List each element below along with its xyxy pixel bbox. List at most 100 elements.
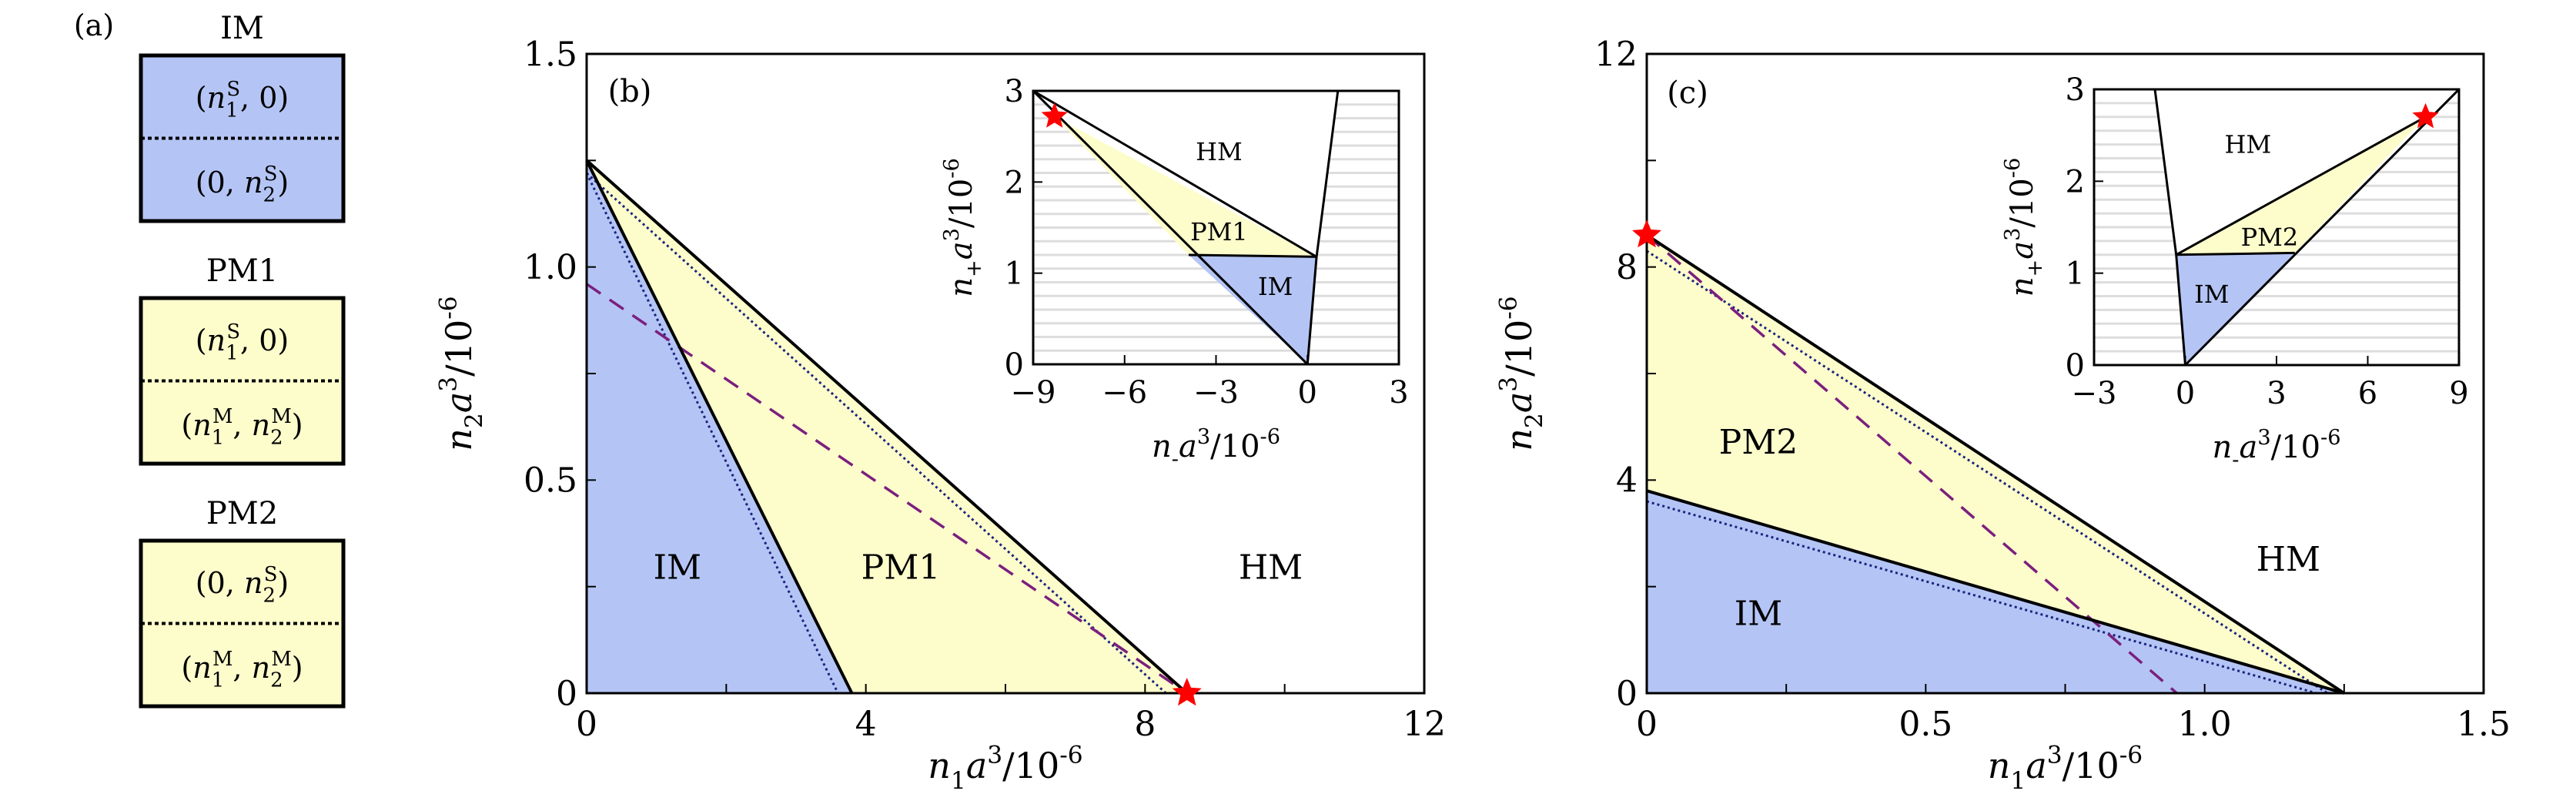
text-run [249,323,259,357]
state-bottom-label: (0, n2S) [196,163,289,206]
text-run: n [244,566,263,600]
x-tick-label: 0 [1636,705,1658,744]
x-axis-label: n-a3/10-6 [2213,426,2341,472]
region-label-pm2: PM2 [1719,423,1798,462]
x-tick-label: 12 [1403,705,1446,744]
critical-point-star [1041,102,1068,128]
x-tick-label: 1.5 [2457,705,2511,744]
text-run: M [212,648,233,671]
panel-label: (c) [1667,75,1708,111]
y-tick-label: 3 [2066,72,2085,108]
region-label-im: IM [1258,272,1293,301]
text-run: , [233,408,242,442]
text-run: , [226,566,235,600]
region-label-hm: HM [2225,129,2272,159]
text-run: a [966,745,987,786]
text-run: 1 [1221,429,1240,464]
dashed-boundary-line [586,283,1188,695]
x-axis-label: n1a3/10-6 [928,742,1082,795]
x-axis-label: n-a3/10-6 [1152,425,1280,471]
x-tick-label: −3 [2072,376,2117,411]
state-top-label: (0, n2S) [196,563,289,607]
text-run: n [1152,429,1172,464]
text-run [235,566,244,600]
text-run: 2 [460,413,488,428]
text-run: + [2023,260,2047,277]
text-run: 3 [987,742,1002,769]
state-box-title: IM [220,11,264,46]
x-tick-label: 4 [855,705,877,744]
text-run: ) [292,651,303,685]
text-run: M [271,648,291,671]
text-run: S [226,320,240,344]
text-run: , [226,166,235,199]
text-run: -6 [2119,742,2143,769]
text-run: -6 [2001,158,2025,178]
y-tick-label: 1 [1005,256,1024,292]
solid-boundary-line [1646,489,2345,695]
text-run: -6 [1059,742,1082,769]
text-run: - [2232,448,2239,472]
text-run: 1 [2074,745,2096,786]
y-tick-label: 0 [1005,347,1024,383]
text-run: / [2271,430,2282,465]
text-run: ) [277,166,289,199]
text-run: 3 [2001,228,2025,241]
text-run: 0 [1037,745,1059,786]
region-label-hm: HM [1239,548,1303,588]
text-run: ) [277,323,289,357]
x-tick-label: 1.0 [2178,705,2232,744]
text-run: n [252,651,270,685]
x-tick-label: 3 [2267,376,2286,411]
text-run: a [2026,745,2046,786]
region-label-im: IM [1735,595,1782,634]
solid-boundary-line [2175,116,2427,256]
text-run: M [212,405,233,428]
critical-point-star [1172,678,1202,706]
text-run: a [2239,430,2257,465]
solid-boundary-line [1645,233,2345,695]
text-run: n [944,277,979,297]
solid-boundary-line [2176,251,2295,256]
x-tick-label: 0 [2176,376,2195,411]
solid-boundary-line [1032,89,1317,258]
text-run: 1 [2281,430,2300,465]
text-run: 2 [270,669,283,692]
y-tick-label: 4 [1616,461,1638,501]
critical-point-star [1632,220,1661,248]
text-run: / [438,364,480,377]
text-run: ( [181,651,192,685]
text-run: 3 [2047,742,2062,769]
text-run: 2 [1521,413,1548,428]
state-top-label: (n1S, 0) [196,320,289,364]
text-run [243,408,252,442]
x-tick-label: 3 [1389,375,1408,411]
text-run: 3 [1495,377,1523,392]
y-tick-label: 2 [2066,164,2085,199]
text-run: n [1988,745,2011,786]
text-run: , [233,651,242,685]
text-run: 0 [2096,745,2119,786]
text-run: -6 [1260,425,1280,449]
text-run: 3 [435,377,463,392]
y-tick-label: 8 [1616,248,1638,287]
dotted-boundary-line [1646,250,2328,695]
text-run: 2 [270,426,283,449]
text-run: 2 [263,183,275,206]
text-run: n [244,166,263,199]
text-run: a [944,241,979,260]
text-run: 1 [226,99,238,122]
y-tick-label: 3 [1005,74,1024,109]
text-run: 0 [259,323,277,357]
text-run: 0 [2005,178,2040,197]
state-box-im: IM(n1S, 0)(0, n2S) [139,11,346,223]
x-tick-label: 0.5 [1899,705,1952,744]
text-run: / [1002,745,1015,786]
text-run [235,166,244,199]
text-run: 0 [1498,320,1540,342]
solid-boundary-line [585,159,1189,695]
text-run: ) [277,566,289,600]
